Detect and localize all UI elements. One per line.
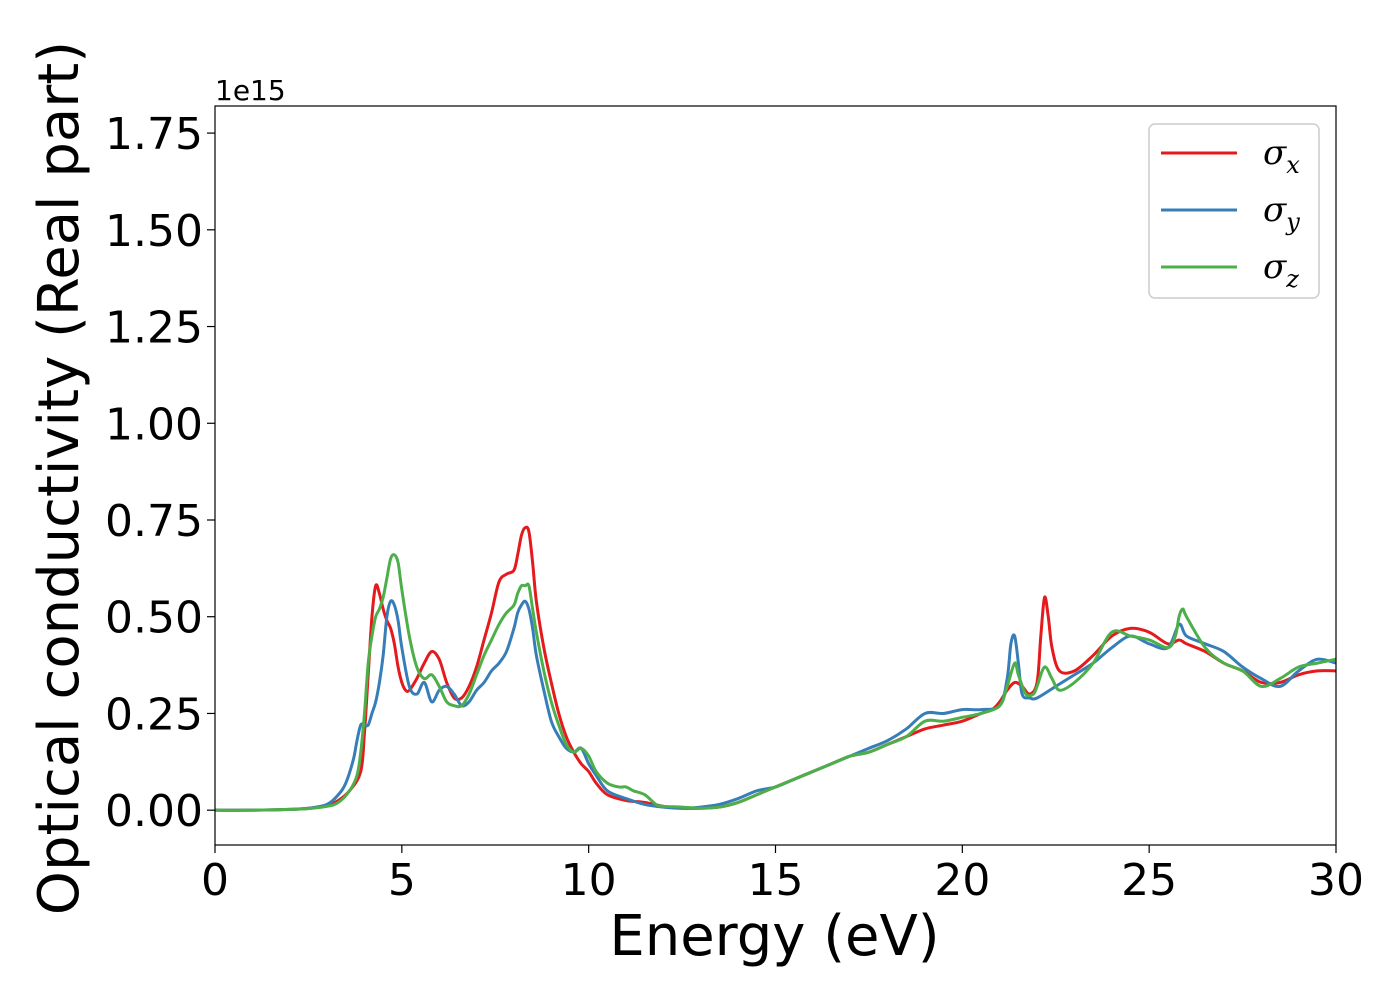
series-line-x bbox=[215, 525, 1336, 812]
x-tick-label: 15 bbox=[748, 855, 804, 906]
x-tick-label: 0 bbox=[201, 855, 229, 906]
y-tick-label: 1.25 bbox=[105, 303, 203, 354]
y-tick-label: 0.75 bbox=[105, 496, 203, 547]
x-tick-label: 5 bbox=[388, 855, 416, 906]
tick-layer: 0 5 10 15 20 25 30 0.00 0.25 0.50 0.75 1.00 1.25 1.50… bbox=[105, 109, 1364, 906]
legend-label: σx bbox=[1263, 133, 1300, 179]
x-tick-label: 20 bbox=[934, 855, 990, 906]
y-tick-label: 1.75 bbox=[105, 109, 203, 160]
series-layer bbox=[215, 525, 1336, 812]
x-axis-title: Energy (eV) bbox=[609, 904, 939, 969]
series-line-y bbox=[215, 599, 1336, 812]
y-axis-title: Optical conductivity (Real part) bbox=[27, 41, 92, 915]
y-tick-label: 1.50 bbox=[105, 206, 203, 257]
legend-label-subscript: y bbox=[1285, 208, 1300, 236]
y-tick-label: 1.00 bbox=[105, 399, 203, 450]
y-tick-label: 0.25 bbox=[105, 689, 203, 740]
y-tick-label: 0.00 bbox=[105, 786, 203, 837]
legend-item-x: σx bbox=[1161, 133, 1300, 179]
y-axis-offset-label: 1e15 bbox=[215, 74, 286, 107]
series-line-z bbox=[215, 553, 1336, 812]
legend-label-subscript: z bbox=[1285, 265, 1299, 293]
y-tick-label: 0.50 bbox=[105, 593, 203, 644]
x-tick-label: 30 bbox=[1308, 855, 1364, 906]
x-tick-label: 25 bbox=[1121, 855, 1177, 906]
legend-label-subscript: x bbox=[1286, 151, 1300, 179]
x-tick-label: 10 bbox=[561, 855, 617, 906]
